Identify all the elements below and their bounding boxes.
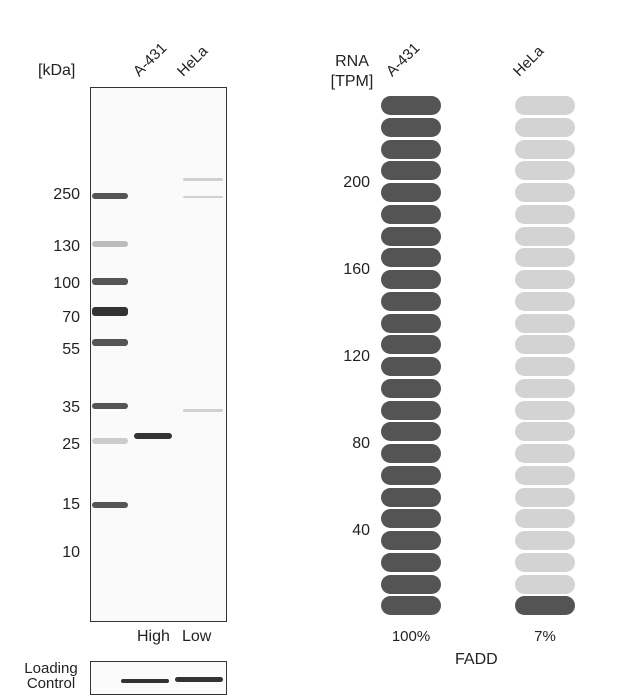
rna-segment bbox=[381, 378, 441, 398]
rna-segment bbox=[381, 183, 441, 202]
mw-marker: 15 bbox=[62, 496, 80, 513]
y-tick-label: 80 bbox=[352, 435, 370, 452]
loading-control-label: Loading Control bbox=[24, 660, 78, 692]
rna-segment bbox=[381, 96, 441, 115]
kda-label: [kDa] bbox=[38, 62, 76, 79]
rna-segment bbox=[381, 313, 441, 333]
rna-segment bbox=[381, 270, 441, 289]
rna-unit: [TPM] bbox=[330, 73, 374, 90]
mw-marker: 70 bbox=[62, 309, 80, 326]
faint-band-hela bbox=[183, 196, 223, 198]
rna-segment bbox=[515, 444, 575, 463]
faint-band-hela bbox=[183, 409, 223, 412]
rna-segment bbox=[381, 139, 441, 159]
rna-segment bbox=[381, 117, 441, 137]
lane-label-a431: A-431 bbox=[129, 39, 171, 80]
mw-marker: 250 bbox=[53, 186, 80, 203]
rna-segment bbox=[515, 531, 575, 550]
rna-segment bbox=[515, 139, 575, 159]
rna-segment bbox=[381, 248, 441, 268]
rna-segment bbox=[515, 248, 575, 268]
mw-marker: 55 bbox=[62, 341, 80, 358]
rna-segment bbox=[515, 96, 575, 115]
rna-segment bbox=[515, 335, 575, 355]
rna-segment bbox=[515, 552, 575, 572]
rna-segment bbox=[515, 487, 575, 507]
rna-segment bbox=[381, 422, 441, 442]
mw-marker: 100 bbox=[53, 275, 80, 292]
rna-segment bbox=[381, 574, 441, 594]
rna-segment bbox=[515, 465, 575, 485]
mw-marker: 130 bbox=[53, 238, 80, 255]
rna-segment bbox=[381, 509, 441, 529]
rna-segment bbox=[515, 270, 575, 289]
rna-segment bbox=[381, 335, 441, 355]
rna-segment bbox=[515, 226, 575, 246]
ladder-band bbox=[92, 278, 128, 285]
mw-marker: 25 bbox=[62, 436, 80, 453]
y-tick-label: 120 bbox=[343, 348, 370, 365]
rna-segment bbox=[515, 204, 575, 224]
rna-segment bbox=[381, 357, 441, 376]
ladder-band bbox=[92, 502, 128, 508]
rna-segment bbox=[381, 596, 441, 616]
y-tick-label: 40 bbox=[352, 522, 370, 539]
ladder-band bbox=[92, 241, 128, 247]
rna-segment bbox=[515, 291, 575, 311]
y-tick-label: 160 bbox=[343, 261, 370, 278]
rna-segment bbox=[515, 313, 575, 333]
rna-segment bbox=[515, 400, 575, 420]
loading-band bbox=[175, 677, 223, 682]
ladder-band bbox=[92, 438, 128, 444]
rna-cell-line-a431: A-431 bbox=[382, 39, 424, 80]
rna-segment bbox=[381, 531, 441, 550]
rna-cell-line-hela: HeLa bbox=[509, 42, 548, 80]
rna-title: RNA bbox=[335, 53, 369, 70]
rna-segment bbox=[515, 161, 575, 181]
ladder-band bbox=[92, 307, 128, 316]
rna-segment bbox=[515, 596, 575, 616]
ladder-band bbox=[92, 403, 128, 409]
lane-label-hela: HeLa bbox=[173, 42, 212, 80]
rna-segment bbox=[515, 509, 575, 529]
western-blot-image bbox=[90, 87, 227, 622]
rna-segment bbox=[515, 574, 575, 594]
rna-segment bbox=[381, 204, 441, 224]
faint-band-hela bbox=[183, 178, 223, 181]
expression-label-low: Low bbox=[182, 628, 212, 645]
ladder-band bbox=[92, 193, 128, 199]
loading-control-image bbox=[90, 661, 227, 695]
sample-band-a431 bbox=[134, 433, 172, 439]
rna-segment bbox=[381, 444, 441, 463]
rna-segment bbox=[381, 487, 441, 507]
expression-label-high: High bbox=[137, 628, 170, 645]
gene-name: FADD bbox=[455, 651, 498, 668]
rna-segment bbox=[515, 422, 575, 442]
rna-segment bbox=[381, 400, 441, 420]
mw-marker: 10 bbox=[62, 544, 80, 561]
percentage-hela: 7% bbox=[534, 628, 556, 645]
rna-segment bbox=[515, 378, 575, 398]
ladder-band bbox=[92, 339, 128, 346]
rna-segment bbox=[515, 183, 575, 202]
rna-segment bbox=[381, 291, 441, 311]
rna-segment bbox=[381, 161, 441, 181]
rna-segment bbox=[381, 465, 441, 485]
y-tick-label: 200 bbox=[343, 174, 370, 191]
percentage-a431: 100% bbox=[391, 628, 431, 645]
rna-segment bbox=[515, 357, 575, 376]
rna-segment bbox=[381, 226, 441, 246]
loading-band bbox=[121, 679, 169, 683]
mw-marker: 35 bbox=[62, 399, 80, 416]
rna-segment bbox=[381, 552, 441, 572]
rna-segment bbox=[515, 117, 575, 137]
